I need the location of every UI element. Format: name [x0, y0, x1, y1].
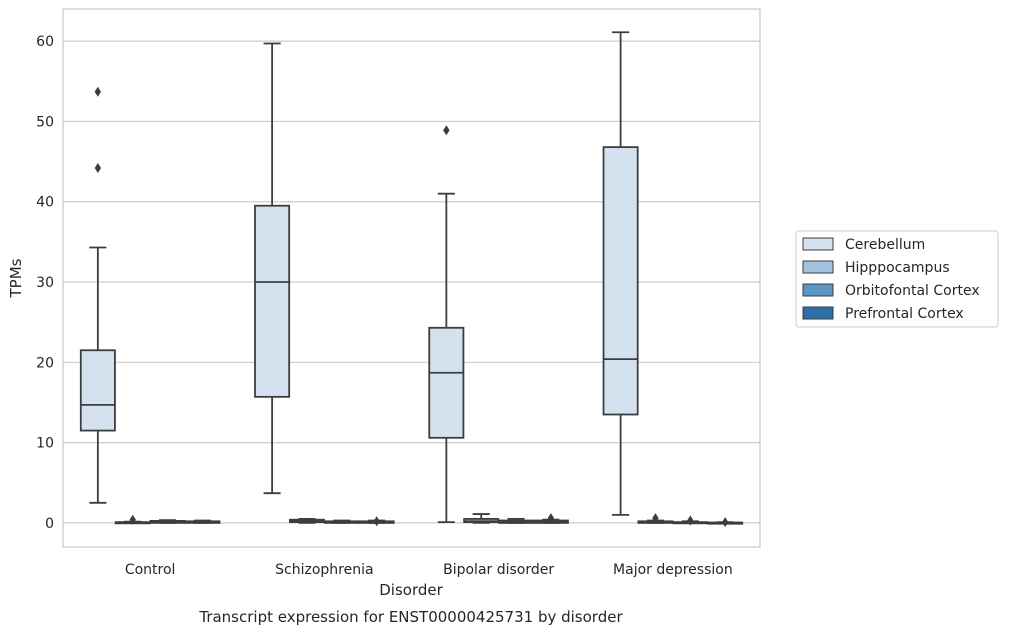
y-tick-label: 30 [36, 275, 54, 291]
box-hipppocampus [114, 514, 151, 525]
x-axis-ticks: Control Schizophrenia Bipolar disorder Majo… [125, 562, 733, 578]
outlier-point [721, 517, 729, 528]
outlier-point [687, 515, 694, 526]
y-tick-label: 40 [36, 195, 54, 211]
legend-frame [795, 230, 999, 328]
outlier-point [129, 514, 136, 525]
y-axis-ticks: 0 10 20 30 40 50 60 [36, 34, 54, 532]
box-body [254, 204, 291, 398]
box-body [428, 326, 465, 439]
box-orbitofontal-cortex [323, 519, 360, 524]
box-hipppocampus [288, 517, 325, 524]
x-tick-label: Major depression [613, 562, 733, 578]
box-cerebellum [428, 125, 465, 524]
legend-entry-label: Prefrontal Cortex [845, 306, 964, 322]
legend-swatch [802, 283, 834, 297]
y-axis-label: TPMs [7, 258, 25, 298]
legend-swatch [802, 306, 834, 320]
box-prefrontal-cortex [707, 517, 744, 528]
box-hipppocampus [637, 513, 674, 524]
box-hipppocampus [463, 513, 500, 524]
legend-swatch [802, 260, 834, 274]
outlier-point [94, 162, 102, 173]
gridlines [63, 40, 760, 524]
x-tick-label: Schizophrenia [275, 562, 373, 578]
legend-entry-label: Cerebellum [845, 237, 925, 253]
outlier-point [94, 86, 102, 97]
legend: Cerebellum Hipppocampus Orbitofontal Corte… [795, 230, 999, 328]
outlier-point [547, 513, 555, 524]
y-tick-label: 50 [36, 114, 54, 130]
box-prefrontal-cortex [532, 513, 569, 524]
boxes-layer [79, 31, 744, 528]
x-tick-label: Control [125, 562, 176, 578]
outlier-point [443, 125, 450, 136]
x-axis-label: Disorder [379, 581, 443, 599]
outlier-point [373, 516, 380, 527]
y-tick-label: 20 [36, 355, 54, 371]
box-orbitofontal-cortex [672, 515, 709, 526]
box-cerebellum [602, 31, 639, 516]
outlier-point [652, 513, 659, 524]
legend-entry-label: Orbitofontal Cortex [845, 283, 980, 299]
box-prefrontal-cortex [184, 519, 221, 524]
plot-area [62, 8, 761, 548]
box-prefrontal-cortex [358, 516, 395, 527]
y-tick-label: 0 [45, 516, 54, 532]
y-tick-label: 10 [36, 436, 54, 452]
box-cerebellum [254, 42, 291, 495]
legend-entry-label: Hipppocampus [845, 260, 950, 276]
box-cerebellum [79, 86, 116, 504]
x-tick-label: Bipolar disorder [443, 562, 554, 578]
box-orbitofontal-cortex [498, 517, 535, 524]
box-orbitofontal-cortex [149, 519, 186, 524]
box-body [602, 146, 639, 416]
box-body [79, 349, 116, 432]
legend-swatch [802, 237, 834, 251]
figure-caption: Transcript expression for ENST0000042573… [198, 608, 623, 626]
y-tick-label: 60 [36, 34, 54, 50]
